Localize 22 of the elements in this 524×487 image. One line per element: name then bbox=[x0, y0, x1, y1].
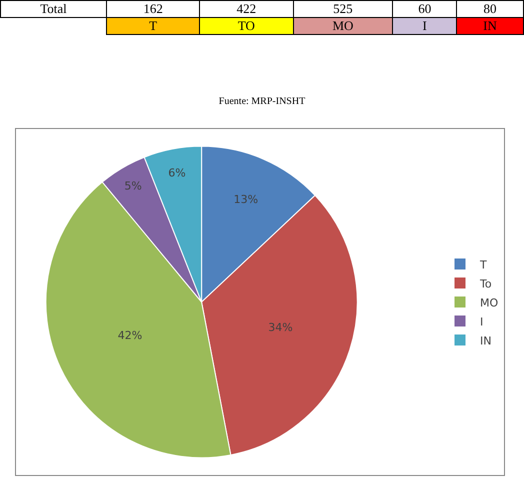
data-label: 162 bbox=[143, 1, 163, 16]
category-label: IN bbox=[456, 18, 524, 34]
data-label: 6% bbox=[168, 166, 186, 180]
category-label: I bbox=[392, 18, 457, 34]
legend-label: I bbox=[480, 315, 484, 328]
legend-label: T bbox=[479, 258, 487, 272]
data-label: 34% bbox=[268, 321, 293, 334]
data-label: 80 bbox=[484, 1, 497, 16]
data-label: 5% bbox=[124, 180, 142, 193]
legend-label: To bbox=[479, 277, 492, 290]
source-note: Fuente: MRP-INSHT bbox=[218, 96, 306, 107]
data-label: 422 bbox=[236, 1, 256, 16]
category-label: MO bbox=[293, 18, 393, 34]
category-label: TO bbox=[200, 18, 293, 34]
data-label: 60 bbox=[418, 1, 432, 16]
data-label: 525 bbox=[333, 1, 353, 16]
legend-label: MO bbox=[480, 296, 498, 310]
data-label: 42% bbox=[118, 329, 142, 342]
text: Total bbox=[0, 0, 106, 18]
category-label: T bbox=[106, 18, 200, 34]
legend-label: IN bbox=[480, 334, 492, 348]
data-label: 13% bbox=[234, 193, 258, 206]
